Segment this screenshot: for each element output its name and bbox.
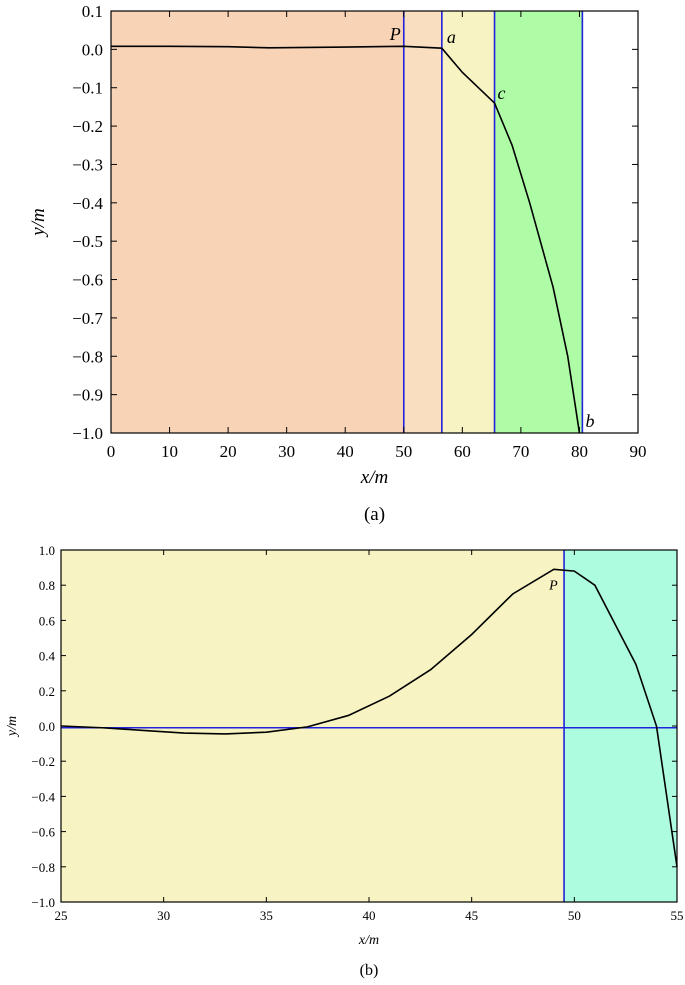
plot-frame <box>110 10 639 434</box>
x-tick-label: 60 <box>454 442 471 461</box>
y-tick-label: −0.6 <box>72 271 103 290</box>
y-tick-label: −0.1 <box>72 79 103 98</box>
y-tick-label: −1.0 <box>31 895 55 910</box>
y-tick-label: −0.8 <box>31 860 55 875</box>
y-tick-label: 0.6 <box>39 613 56 628</box>
y-tick-label: −0.6 <box>31 825 55 840</box>
series-line-0 <box>111 45 581 434</box>
x-tick-label: 50 <box>395 442 412 461</box>
y-axis-label: y/m <box>5 716 20 738</box>
x-tick-label: 55 <box>671 908 684 923</box>
y-tick-label: 0.8 <box>39 578 55 593</box>
y-tick-label: −0.3 <box>72 155 103 174</box>
x-tick-label: 35 <box>260 908 273 923</box>
x-tick-label: 20 <box>220 442 237 461</box>
x-tick-label: 30 <box>278 442 295 461</box>
x-tick-label: 40 <box>363 908 376 923</box>
caption: (b) <box>360 962 379 979</box>
point-label-P: P <box>548 578 558 593</box>
x-tick-label: 45 <box>465 908 478 923</box>
x-tick-label: 70 <box>512 442 529 461</box>
y-tick-label: −0.7 <box>72 309 103 328</box>
chart-a: 0 10 20 30 40 50 60 70 80 90 0.1 0.0 −0.1 −0.2 −0.3 −0.… <box>28 2 647 525</box>
y-tick-label: 0.0 <box>82 40 103 59</box>
y-tick-label: −0.4 <box>31 789 55 804</box>
chart-b: 25 30 35 40 45 50 55 1.0 0.8 0.6 0.4 0.2 0.0 −0.2 −0.4… <box>5 543 684 979</box>
x-tick-label: 25 <box>55 908 68 923</box>
region-1 <box>564 550 677 902</box>
x-axis-label: x/m <box>358 933 379 948</box>
point-label-P: P <box>389 24 401 44</box>
y-axis-label: y/m <box>28 208 49 237</box>
y-tick-label: 0.1 <box>82 2 103 21</box>
series-line-0 <box>60 568 678 867</box>
region-3 <box>494 11 583 433</box>
y-tick-label: 0.2 <box>39 684 55 699</box>
x-tick-label: 10 <box>161 442 178 461</box>
region-2 <box>441 11 495 433</box>
region-0 <box>111 11 404 433</box>
y-tick-label: 0.0 <box>39 719 55 734</box>
y-tick-label: −0.2 <box>31 754 55 769</box>
y-tick-label: 0.4 <box>39 649 56 664</box>
y-tick-label: −0.5 <box>72 232 103 251</box>
y-tick-label: −0.9 <box>72 386 103 405</box>
x-tick-label: 0 <box>107 442 116 461</box>
region-1 <box>403 11 442 433</box>
x-tick-label: 40 <box>337 442 354 461</box>
point-label-b: b <box>585 411 594 431</box>
x-tick-label: 90 <box>630 442 647 461</box>
x-tick-label: 30 <box>157 908 170 923</box>
y-tick-label: 1.0 <box>39 543 55 558</box>
point-label-a: a <box>447 27 456 47</box>
point-label-c: c <box>498 83 506 103</box>
caption: (a) <box>364 504 385 525</box>
y-tick-label: −1.0 <box>72 424 103 443</box>
x-tick-label: 80 <box>571 442 588 461</box>
x-tick-label: 50 <box>568 908 581 923</box>
y-tick-label: −0.4 <box>72 194 103 213</box>
y-tick-label: −0.8 <box>72 347 103 366</box>
x-axis-label: x/m <box>360 467 388 488</box>
y-tick-label: −0.2 <box>72 117 103 136</box>
